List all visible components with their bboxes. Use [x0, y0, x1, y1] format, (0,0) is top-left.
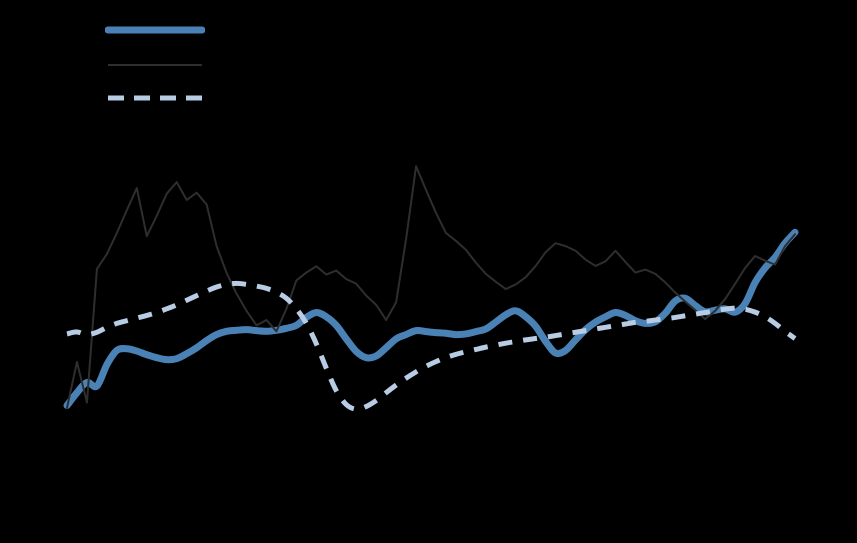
chart-series-layer [63, 165, 799, 412]
legend-key-series-3[interactable] [105, 88, 205, 108]
chart-line-series-3 [66, 280, 797, 412]
chart-line-series-2 [66, 165, 796, 409]
legend-key-series-1[interactable] [105, 20, 205, 40]
chart-line-series-1 [63, 228, 799, 410]
legend-key-series-2[interactable] [105, 55, 205, 75]
